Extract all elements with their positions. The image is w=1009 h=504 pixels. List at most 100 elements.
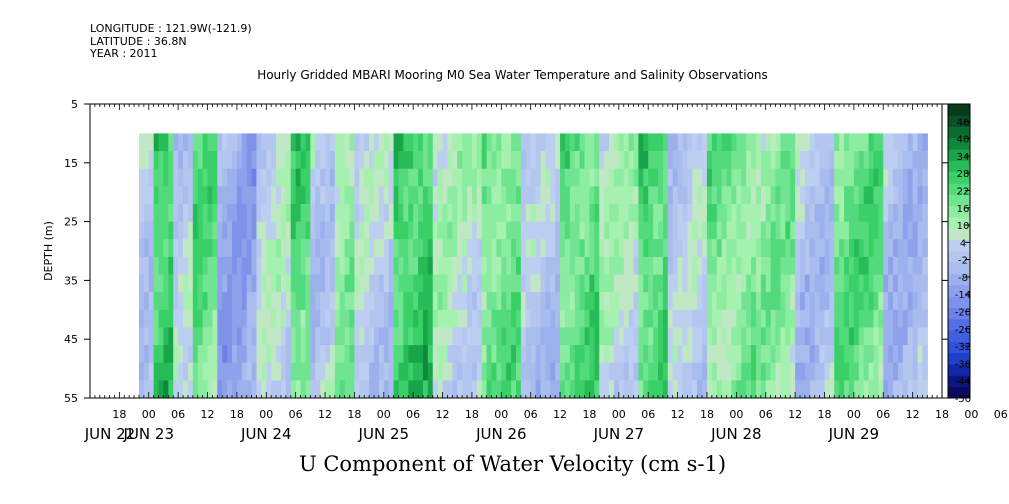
heatmap-cell-47-0 <box>369 133 375 152</box>
heatmap-cell-97-13 <box>613 362 620 381</box>
heatmap-cell-134-1 <box>795 151 801 170</box>
heatmap-cell-14-11 <box>207 327 214 346</box>
heatmap-cell-138-6 <box>814 239 821 258</box>
heatmap-cell-156-2 <box>902 168 909 187</box>
heatmap-cell-144-3 <box>844 186 850 205</box>
heatmap-cell-123-14 <box>741 380 747 398</box>
colorbar-segment-24 <box>948 115 970 128</box>
x-tick-label-25: 00 <box>847 408 861 421</box>
heatmap-cell-119-1 <box>721 151 728 170</box>
heatmap-cell-34-3 <box>305 186 311 205</box>
heatmap-cell-118-6 <box>716 239 723 258</box>
heatmap-cell-129-14 <box>770 380 777 398</box>
heatmap-cell-101-6 <box>633 239 640 258</box>
heatmap-cell-112-0 <box>687 133 693 152</box>
heatmap-cell-111-11 <box>682 327 688 346</box>
heatmap-cell-90-0 <box>579 133 586 152</box>
heatmap-cell-8-1 <box>178 151 184 170</box>
heatmap-cell-12-4 <box>197 203 204 223</box>
heatmap-cell-142-7 <box>834 256 840 276</box>
heatmap-cell-61-9 <box>437 292 444 311</box>
heatmap-cell-51-8 <box>388 274 395 293</box>
heatmap-cell-30-2 <box>285 168 292 187</box>
heatmap-cell-122-5 <box>736 221 742 240</box>
heatmap-cell-110-9 <box>677 292 684 311</box>
heatmap-cell-9-6 <box>183 239 189 258</box>
heatmap-cell-12-1 <box>197 151 204 170</box>
heatmap-cell-20-8 <box>236 274 243 293</box>
heatmap-cell-88-1 <box>569 151 576 170</box>
colorbar-segment-19 <box>948 171 970 184</box>
heatmap-cell-117-8 <box>711 274 718 293</box>
colorbar-tick-label-8: -2 <box>958 256 968 267</box>
heatmap-cell-150-9 <box>873 292 879 311</box>
heatmap-cell-51-1 <box>388 151 395 170</box>
heatmap-cell-37-3 <box>320 186 326 205</box>
heatmap-cell-71-0 <box>486 133 493 152</box>
heatmap-cell-78-11 <box>520 327 527 346</box>
heatmap-cell-65-3 <box>457 186 463 205</box>
heatmap-cell-68-10 <box>471 309 478 329</box>
heatmap-cell-145-7 <box>848 256 855 276</box>
heatmap-cell-96-6 <box>609 239 615 258</box>
heatmap-cell-150-7 <box>873 256 879 276</box>
heatmap-cell-25-8 <box>261 274 267 293</box>
heatmap-cell-61-10 <box>437 309 444 329</box>
heatmap-cell-114-14 <box>697 380 703 398</box>
heatmap-cell-124-14 <box>746 380 752 398</box>
heatmap-cell-7-7 <box>173 256 179 276</box>
heatmap-cell-133-5 <box>790 221 796 240</box>
heatmap-cell-42-3 <box>344 186 351 205</box>
heatmap-cell-68-0 <box>471 133 478 152</box>
heatmap-cell-129-8 <box>770 274 777 293</box>
heatmap-cell-63-3 <box>447 186 453 205</box>
heatmap-cell-20-9 <box>236 292 243 311</box>
heatmap-cell-160-9 <box>922 292 928 311</box>
heatmap-cell-102-11 <box>638 327 644 346</box>
heatmap-cell-16-12 <box>217 345 223 364</box>
heatmap-cell-53-10 <box>398 309 404 329</box>
heatmap-cell-144-9 <box>844 292 850 311</box>
heatmap-cell-88-6 <box>569 239 576 258</box>
heatmap-cell-24-5 <box>256 221 262 240</box>
heatmap-cell-141-1 <box>829 151 835 170</box>
heatmap-cell-51-7 <box>388 256 395 276</box>
heatmap-cell-0-14 <box>138 380 145 398</box>
heatmap-cell-99-7 <box>623 256 630 276</box>
heatmap-cell-32-3 <box>295 186 302 205</box>
heatmap-cell-155-5 <box>897 221 904 240</box>
heatmap-cell-148-9 <box>863 292 870 311</box>
heatmap-cell-116-8 <box>706 274 713 293</box>
heatmap-cell-39-10 <box>329 309 336 329</box>
heatmap-cell-148-5 <box>863 221 870 240</box>
heatmap-cell-18-9 <box>227 292 233 311</box>
heatmap-cell-133-8 <box>790 274 796 293</box>
y-tick-label-1: 15 <box>64 157 78 170</box>
heatmap-cell-100-10 <box>628 309 635 329</box>
heatmap-cell-79-8 <box>525 274 532 293</box>
x-tick-label-17: 00 <box>612 408 626 421</box>
heatmap-cell-39-14 <box>329 380 336 398</box>
heatmap-cell-90-13 <box>579 362 586 381</box>
heatmap-cell-106-2 <box>658 168 664 187</box>
heatmap-cell-138-2 <box>814 168 821 187</box>
heatmap-cell-60-5 <box>432 221 439 240</box>
heatmap-cell-42-1 <box>344 151 351 170</box>
heatmap-cell-125-6 <box>751 239 757 258</box>
metadata-block: LONGITUDE : 121.9W(-121.9) LATITUDE : 36… <box>90 22 252 61</box>
heatmap-cell-10-13 <box>187 362 194 381</box>
heatmap-cell-152-14 <box>883 380 889 398</box>
heatmap-cell-150-1 <box>873 151 879 170</box>
heatmap-cell-160-7 <box>922 256 928 276</box>
heatmap-cell-127-14 <box>760 380 767 398</box>
heatmap-cell-1-5 <box>143 221 150 240</box>
heatmap-cell-26-8 <box>266 274 272 293</box>
heatmap-cell-92-8 <box>589 274 595 293</box>
heatmap-cell-25-7 <box>261 256 267 276</box>
heatmap-cell-21-0 <box>241 133 248 152</box>
heatmap-cell-102-7 <box>638 256 644 276</box>
heatmap-cell-117-7 <box>711 256 718 276</box>
heatmap-cell-141-8 <box>829 274 835 293</box>
heatmap-cell-138-8 <box>814 274 821 293</box>
heatmap-cell-56-5 <box>413 221 419 240</box>
